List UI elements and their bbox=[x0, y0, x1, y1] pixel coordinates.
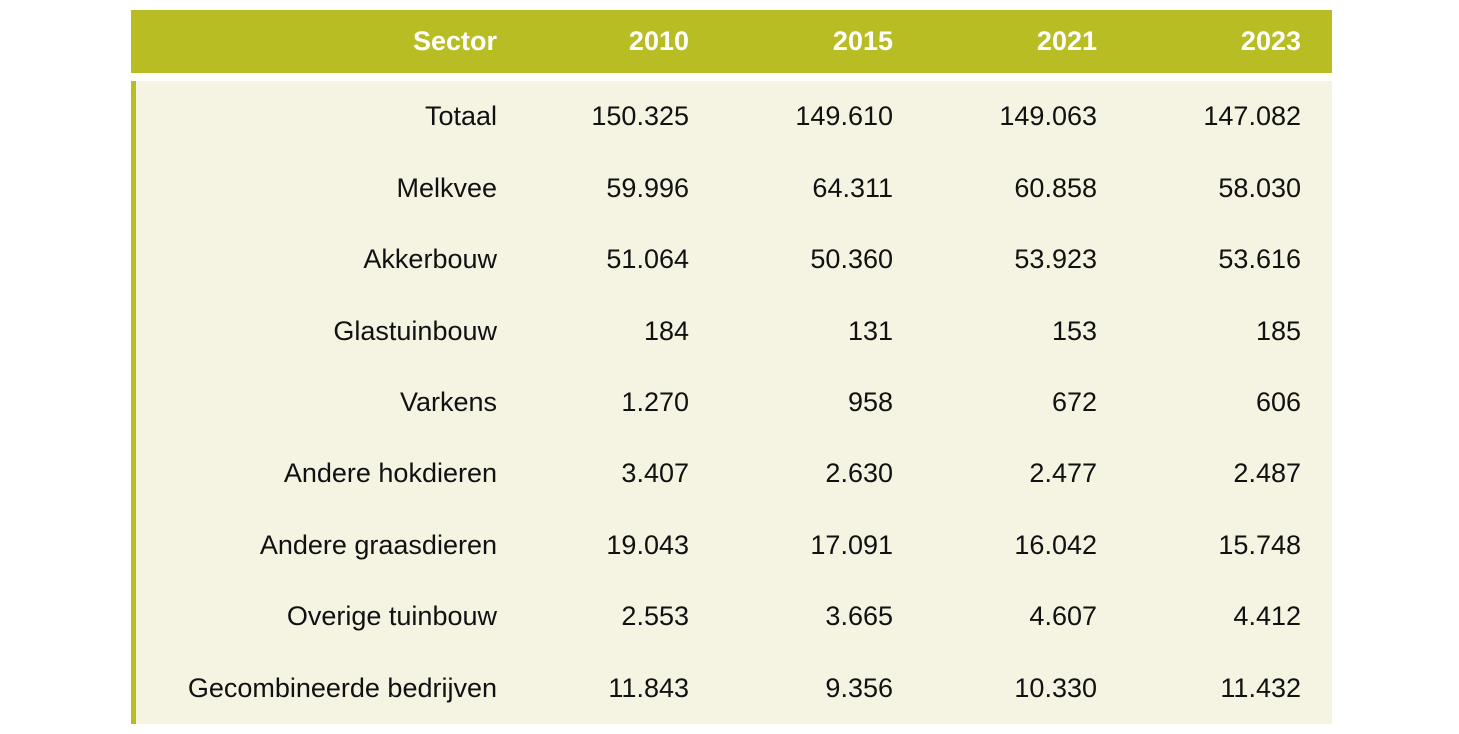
cell-value: 606 bbox=[1255, 386, 1301, 417]
cell-value: 11.843 bbox=[608, 672, 689, 703]
cell-value: 3.407 bbox=[621, 458, 689, 489]
cell-value: 153 bbox=[1051, 315, 1097, 346]
cell-value: 131 bbox=[847, 315, 893, 346]
sector-data-table: Sector 2010 2015 2021 2023 Totaal 150.32… bbox=[131, 10, 1332, 724]
cell-value: 16.042 bbox=[1014, 529, 1097, 560]
cell-value: 15.748 bbox=[1218, 529, 1301, 560]
cell-value: 50.360 bbox=[810, 244, 893, 275]
column-header-2021: 2021 bbox=[1036, 26, 1097, 56]
table-row: Andere hokdieren 3.407 2.630 2.477 2.487 bbox=[136, 438, 1332, 509]
cell-value: 184 bbox=[643, 315, 689, 346]
cell-value: 59.996 bbox=[606, 172, 689, 203]
table-row: Andere graasdieren 19.043 17.091 16.042 … bbox=[136, 510, 1332, 581]
cell-value: 147.082 bbox=[1203, 101, 1301, 132]
column-header-2023: 2023 bbox=[1240, 26, 1301, 56]
cell-value: 2.487 bbox=[1233, 458, 1301, 489]
cell-value: 60.858 bbox=[1014, 172, 1097, 203]
table-row: Varkens 1.270 958 672 606 bbox=[136, 367, 1332, 438]
cell-value: 17.091 bbox=[810, 529, 893, 560]
cell-value: 2.630 bbox=[825, 458, 893, 489]
table-row: Totaal 150.325 149.610 149.063 147.082 bbox=[136, 81, 1332, 152]
column-header-2010: 2010 bbox=[628, 26, 689, 56]
row-label: Andere graasdieren bbox=[259, 529, 497, 560]
row-label: Akkerbouw bbox=[363, 244, 497, 275]
table-body: Totaal 150.325 149.610 149.063 147.082 M… bbox=[131, 81, 1332, 724]
cell-value: 19.043 bbox=[606, 529, 689, 560]
cell-value: 3.665 bbox=[825, 601, 893, 632]
table-row: Melkvee 59.996 64.311 60.858 58.030 bbox=[136, 152, 1332, 223]
column-header-sector: Sector bbox=[412, 26, 497, 56]
cell-value: 53.923 bbox=[1014, 244, 1097, 275]
cell-value: 9.356 bbox=[825, 672, 893, 703]
table-row: Glastuinbouw 184 131 153 185 bbox=[136, 295, 1332, 366]
row-label: Gecombineerde bedrijven bbox=[187, 672, 497, 703]
cell-value: 11.432 bbox=[1220, 672, 1301, 703]
column-header-2015: 2015 bbox=[832, 26, 893, 56]
cell-value: 10.330 bbox=[1014, 672, 1097, 703]
cell-value: 149.610 bbox=[795, 101, 893, 132]
cell-value: 2.477 bbox=[1029, 458, 1097, 489]
table-row: Akkerbouw 51.064 50.360 53.923 53.616 bbox=[136, 224, 1332, 295]
cell-value: 64.311 bbox=[812, 172, 893, 203]
cell-value: 958 bbox=[847, 386, 893, 417]
cell-value: 58.030 bbox=[1218, 172, 1301, 203]
cell-value: 672 bbox=[1051, 386, 1097, 417]
cell-value: 53.616 bbox=[1218, 244, 1301, 275]
table-row: Gecombineerde bedrijven 11.843 9.356 10.… bbox=[136, 653, 1332, 724]
cell-value: 51.064 bbox=[606, 244, 689, 275]
row-label: Glastuinbouw bbox=[333, 315, 497, 346]
row-label: Totaal bbox=[424, 101, 497, 132]
row-label: Varkens bbox=[399, 386, 497, 417]
cell-value: 185 bbox=[1255, 315, 1301, 346]
row-label: Overige tuinbouw bbox=[286, 601, 497, 632]
cell-value: 1.270 bbox=[621, 386, 689, 417]
cell-value: 4.412 bbox=[1233, 601, 1301, 632]
row-label: Melkvee bbox=[396, 172, 497, 203]
table-row: Overige tuinbouw 2.553 3.665 4.607 4.412 bbox=[136, 581, 1332, 652]
cell-value: 2.553 bbox=[621, 601, 689, 632]
table-header-row: Sector 2010 2015 2021 2023 bbox=[131, 10, 1332, 73]
cell-value: 4.607 bbox=[1029, 601, 1097, 632]
row-label: Andere hokdieren bbox=[283, 458, 497, 489]
cell-value: 150.325 bbox=[591, 101, 689, 132]
cell-value: 149.063 bbox=[999, 101, 1097, 132]
